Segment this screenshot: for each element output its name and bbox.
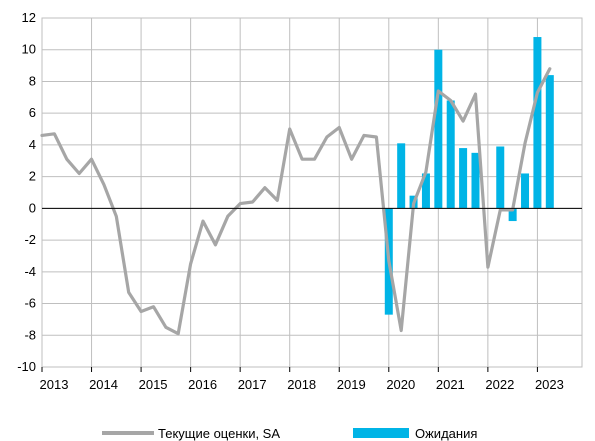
- x-tick-label: 2013: [40, 377, 69, 392]
- x-tick-label: 2020: [386, 377, 415, 392]
- bar: [545, 75, 554, 209]
- legend-label-expectations: Ожидания: [415, 426, 477, 441]
- y-tick-label: 2: [29, 169, 36, 184]
- y-tick-label: -4: [24, 264, 36, 279]
- line-series-current-estimates: [40, 67, 552, 336]
- x-tick-label: 2023: [535, 377, 564, 392]
- y-tick-label: -6: [24, 296, 36, 311]
- x-tick-label: 2018: [287, 377, 316, 392]
- x-tick-label: 2016: [188, 377, 217, 392]
- legend: Текущие оценки, SA Ожидания: [102, 426, 477, 441]
- legend-label-current-estimates: Текущие оценки, SA: [158, 426, 280, 441]
- y-tick-label: 4: [29, 137, 36, 152]
- x-tick-label: 2014: [89, 377, 118, 392]
- legend-bar-swatch: [353, 428, 409, 438]
- x-tick-label: 2022: [485, 377, 514, 392]
- bar: [397, 143, 406, 209]
- y-tick-label: 12: [22, 10, 36, 25]
- bar: [533, 37, 542, 209]
- axes: [41, 207, 582, 372]
- x-tick-label: 2015: [139, 377, 168, 392]
- bar: [471, 152, 480, 209]
- bar: [446, 100, 455, 209]
- x-tick-label: 2021: [436, 377, 465, 392]
- x-tick-label: 2017: [238, 377, 267, 392]
- y-tick-label: -10: [17, 359, 36, 374]
- bar: [434, 49, 443, 209]
- y-tick-label: 10: [22, 42, 36, 57]
- bar: [459, 148, 468, 209]
- x-tick-label: 2019: [337, 377, 366, 392]
- bar: [421, 173, 430, 209]
- y-tick-label: 0: [29, 200, 36, 215]
- y-tick-label: 8: [29, 73, 36, 88]
- bar-series-expectations: [384, 37, 554, 315]
- y-tick-label: -2: [24, 232, 36, 247]
- y-tick-label: -8: [24, 327, 36, 342]
- y-tick-labels: -10 -8 -6 -4 -2 0 2 4 6 8 10 12: [17, 10, 36, 374]
- series-line: [40, 67, 552, 336]
- bar: [496, 146, 505, 209]
- y-tick-label: 6: [29, 105, 36, 120]
- bar: [508, 208, 517, 222]
- x-tick-labels: 2013 2014 2015 2016 2017 2018 2019 2020 2021 2022…: [40, 377, 564, 392]
- bar: [521, 173, 530, 209]
